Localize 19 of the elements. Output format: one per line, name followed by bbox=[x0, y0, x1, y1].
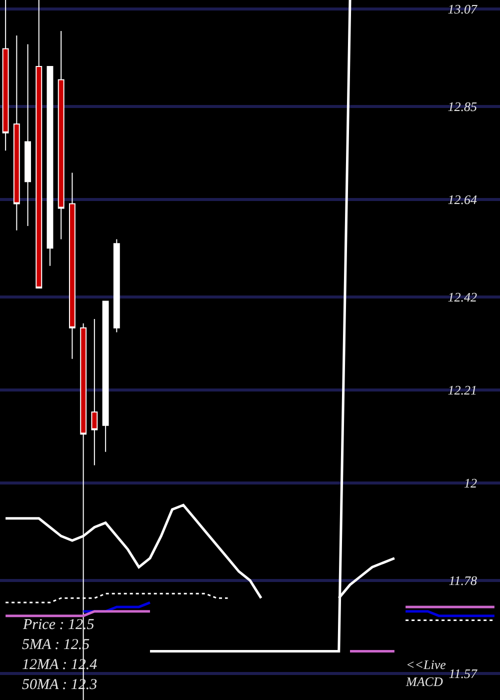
y-tick-label: 12.21 bbox=[448, 382, 477, 398]
y-tick-label: 11.57 bbox=[448, 666, 478, 681]
candlestick bbox=[91, 318, 98, 466]
y-tick-label: 12.64 bbox=[448, 192, 478, 207]
candlestick bbox=[46, 66, 54, 266]
candlestick bbox=[13, 34, 20, 231]
candlestick bbox=[58, 30, 64, 240]
candlestick bbox=[24, 44, 31, 226]
annotation: <<Live MACD bbox=[405, 657, 446, 689]
candlestick bbox=[69, 172, 76, 360]
y-tick-label: 11.78 bbox=[448, 572, 478, 588]
candlestick bbox=[102, 300, 109, 452]
candlestick bbox=[2, 0, 9, 152]
y-tick-label: 12 bbox=[464, 475, 478, 490]
candlestick bbox=[113, 238, 120, 333]
candlestick bbox=[36, 0, 42, 288]
y-tick-label: 12.42 bbox=[448, 289, 478, 304]
y-tick-label: 13.07 bbox=[448, 1, 478, 16]
y-tick-label: 12.85 bbox=[448, 98, 478, 114]
